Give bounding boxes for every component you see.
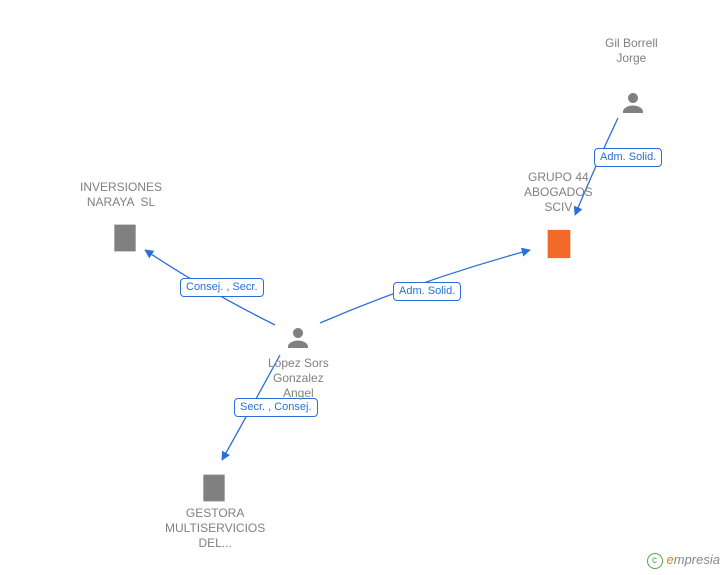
brand-first-letter: e [667, 552, 674, 567]
node-label-gil: Gil Borrell Jorge [605, 36, 658, 66]
copyright-icon: c [647, 553, 663, 569]
edge-label-gil-grupo44: Adm. Solid. [594, 148, 662, 167]
node-label-lopez: Lopez Sors Gonzalez Angel [268, 356, 329, 401]
node-label-grupo44: GRUPO 44 ABOGADOS SCIV [524, 170, 593, 215]
edges-layer [0, 0, 728, 575]
person-icon [283, 323, 313, 358]
building-icon [198, 472, 230, 509]
person-icon [618, 88, 648, 123]
edge-label-lopez-naraya: Consej. , Secr. [180, 278, 264, 297]
diagram-canvas: Adm. Solid. Adm. Solid. Consej. , Secr. … [0, 0, 728, 575]
edge-label-lopez-grupo44: Adm. Solid. [393, 282, 461, 301]
node-label-naraya: INVERSIONES NARAYA SL [80, 180, 162, 210]
building-icon [542, 227, 576, 266]
building-icon [109, 222, 141, 259]
brand-rest: mpresia [674, 552, 720, 567]
footer-branding: cempresia [647, 552, 720, 569]
node-label-gestora: GESTORA MULTISERVICIOS DEL... [165, 506, 265, 551]
